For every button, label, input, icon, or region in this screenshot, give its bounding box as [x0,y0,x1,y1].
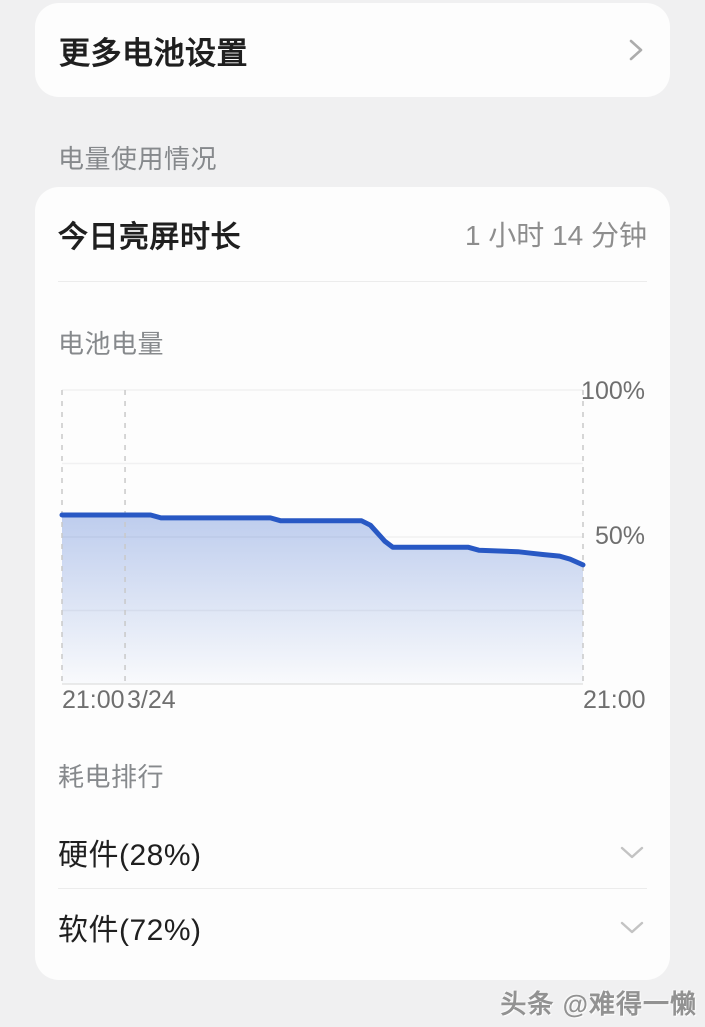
x-tick-start: 21:00 [62,686,125,714]
battery-line [59,512,586,568]
hardware-usage-row[interactable]: 硬件(28%) [58,815,647,888]
dashed-time-markers [61,390,584,684]
section-ranking-label: 耗电排行 [58,762,165,792]
hardware-usage-label: 硬件(28%) [58,838,202,872]
y-tick-50: 50% [594,522,645,550]
x-tick-end: 21:00 [583,686,646,714]
battery-level-label: 电池电量 [58,329,165,359]
screen-time-label: 今日亮屏时长 [58,221,241,254]
software-usage-label: 软件(72%) [58,913,202,947]
more-battery-settings-row[interactable]: 更多电池设置 [35,3,670,97]
software-usage-row[interactable]: 软件(72%) [58,889,647,964]
battery-area-chart-svg [59,389,586,685]
watermark-text: 头条 @难得一懒 [500,989,697,1019]
divider [58,888,647,889]
battery-area-fill [62,515,583,684]
more-battery-settings-label: 更多电池设置 [59,35,248,71]
screen-time-value: 1 小时 14 分钟 [464,220,647,251]
chevron-down-icon [617,917,647,937]
chevron-down-icon [617,842,647,862]
screen-time-row: 今日亮屏时长 1 小时 14 分钟 [58,187,647,281]
power-usage-card: 今日亮屏时长 1 小时 14 分钟 电池电量 100% 50% 21:00 3/… [35,187,670,980]
section-power-usage-label: 电量使用情况 [58,144,218,174]
chevron-right-icon [626,35,646,65]
x-tick-date: 3/24 [127,686,176,714]
battery-level-chart: 100% 50% 21:00 3/24 21:00 [35,377,670,717]
divider [58,281,647,282]
y-tick-100: 100% [581,377,645,405]
